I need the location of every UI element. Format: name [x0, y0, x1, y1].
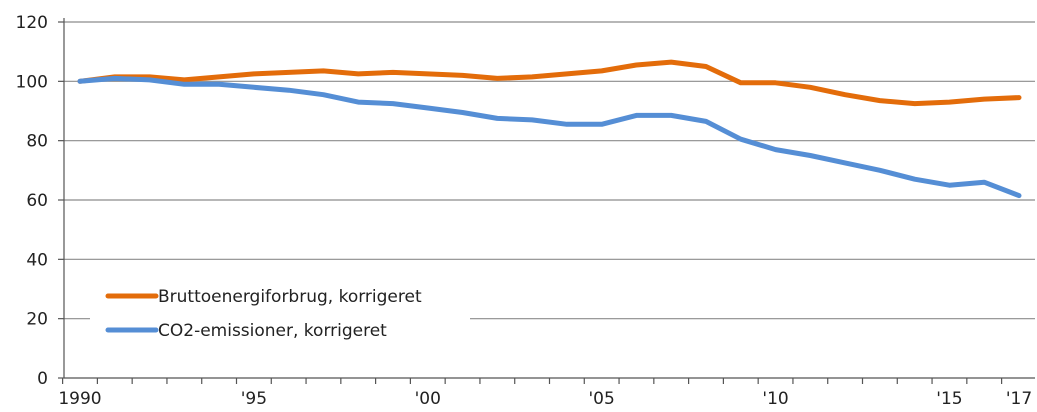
axes: 0 20 40 60 80 100 120 1990 '95 '00 '05 '10 '15 '17	[16, 13, 1035, 409]
x-tick-label: '95	[241, 389, 267, 409]
y-tick-label: 80	[26, 132, 48, 152]
legend: Bruttoenergiforbrug, korrigeret CO2-emiss…	[90, 277, 470, 355]
x-tick-label: '10	[762, 389, 788, 409]
x-tick-label: '05	[589, 389, 615, 409]
x-tick-label: '15	[936, 389, 962, 409]
legend-label: CO2-emissioner, korrigeret	[158, 321, 387, 341]
series-line-co2-emissioner	[77, 75, 1022, 199]
legend-box	[90, 277, 470, 355]
y-tick-label: 40	[26, 250, 48, 270]
x-tick-label: '17	[1006, 389, 1032, 409]
series-line-bruttoenergiforbrug	[77, 59, 1022, 107]
x-tick-label: 1990	[58, 389, 101, 409]
series-lines	[77, 59, 1022, 199]
y-tick-label: 120	[16, 13, 48, 33]
legend-label: Bruttoenergiforbrug, korrigeret	[158, 287, 422, 307]
y-tick-label: 0	[37, 369, 48, 389]
x-tick-label: '00	[415, 389, 441, 409]
y-tick-label: 60	[26, 191, 48, 211]
y-tick-label: 20	[26, 310, 48, 330]
gridlines	[64, 21, 1035, 320]
y-tick-label: 100	[16, 72, 48, 92]
